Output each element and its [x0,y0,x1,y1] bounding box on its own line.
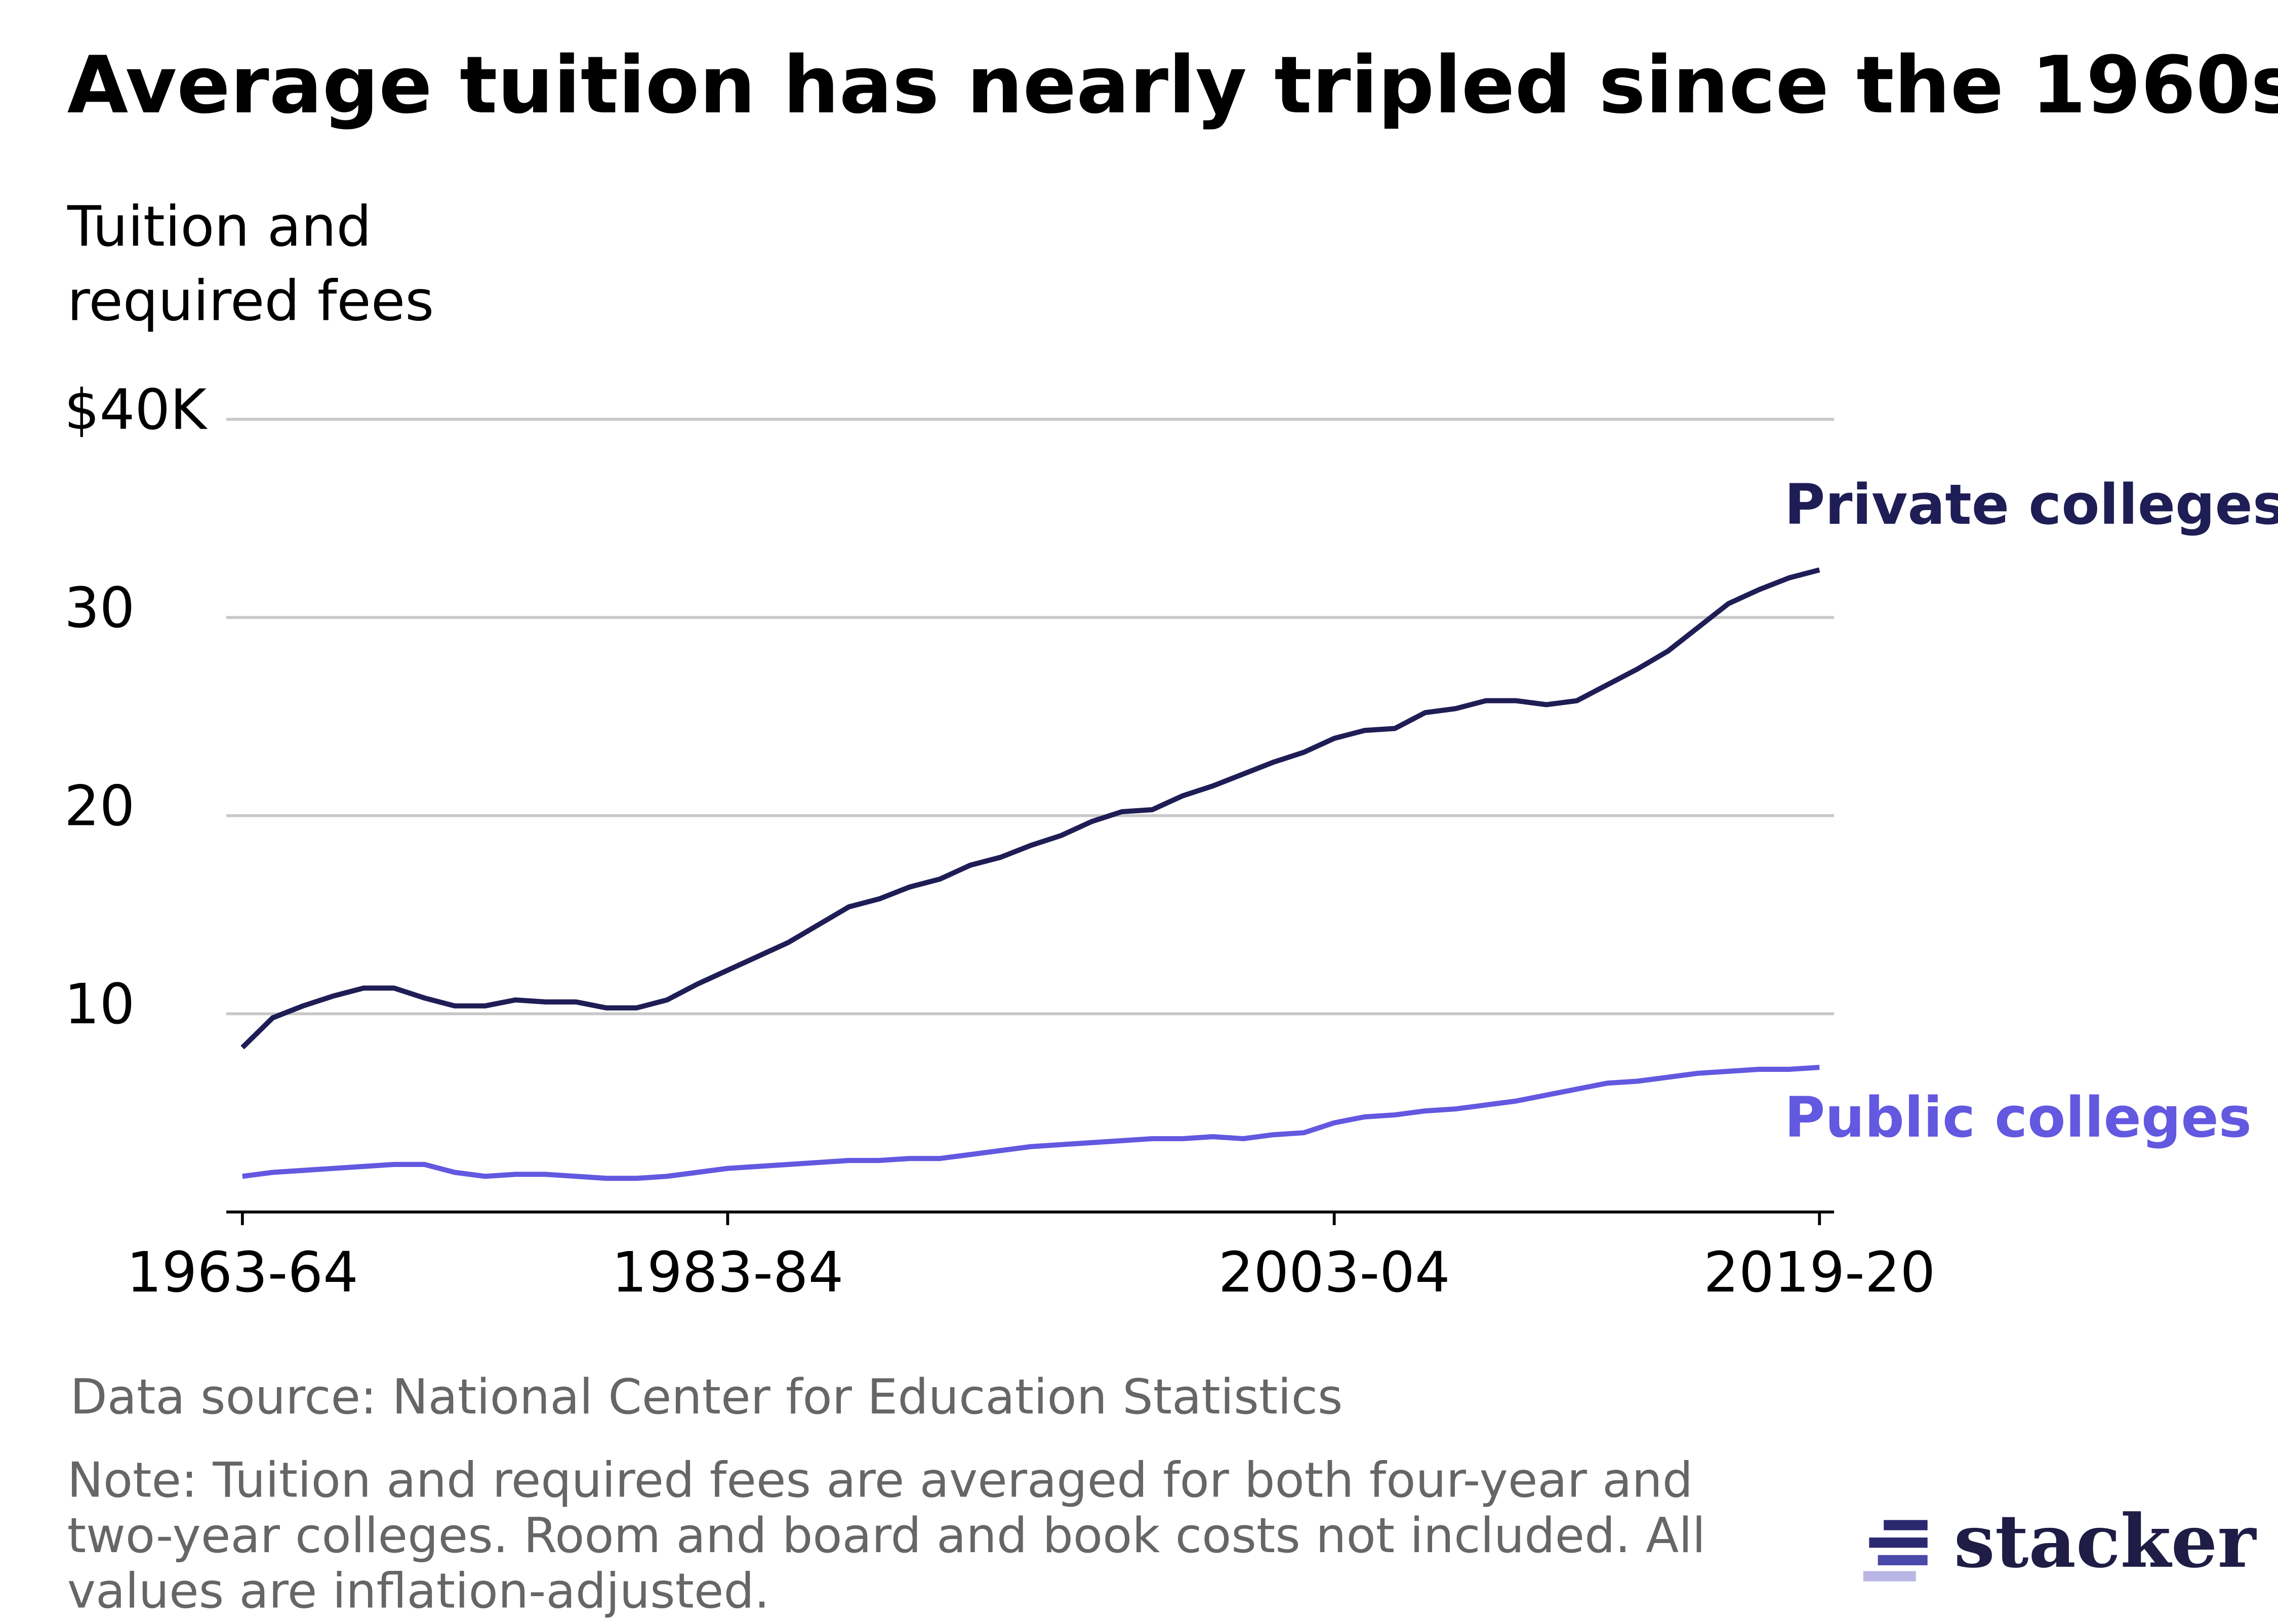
logo: stacker [1954,1499,2257,1585]
y-tick-label: 10 [64,972,135,1036]
logo-bar [1869,1537,1928,1548]
logo-bar [1878,1555,1928,1565]
series-label: Private colleges [1784,472,2278,537]
y-tick-label: 30 [64,575,135,640]
x-tick-label: 2019-20 [1703,1240,1935,1305]
y-axis-label-box: Tuition and required fees [67,194,434,334]
x-tick-label: 1963-64 [127,1240,358,1305]
y-tick-label: $40K [64,377,208,442]
x-tick-label: 1983-84 [612,1240,843,1305]
line [242,1064,1820,1181]
series-label: Public colleges [1784,1085,2252,1150]
y-tick-label: 20 [64,773,135,838]
note: Note: Tuition and required fees are aver… [67,1452,1706,1619]
x-tick-label: 2003-04 [1218,1240,1450,1305]
source-box: Data source: National Center for Educati… [70,1368,1343,1426]
y-axis-label: Tuition and required fees [67,194,434,334]
chart-title: Average tuition has nearly tripled since… [67,39,2278,131]
logo-bar [1863,1571,1916,1581]
line [240,567,1820,1050]
source: Data source: National Center for Educati… [70,1368,1343,1426]
logo-icon [1863,1520,1928,1581]
logo-bar [1884,1520,1928,1530]
note-box: Note: Tuition and required fees are aver… [67,1452,1706,1619]
